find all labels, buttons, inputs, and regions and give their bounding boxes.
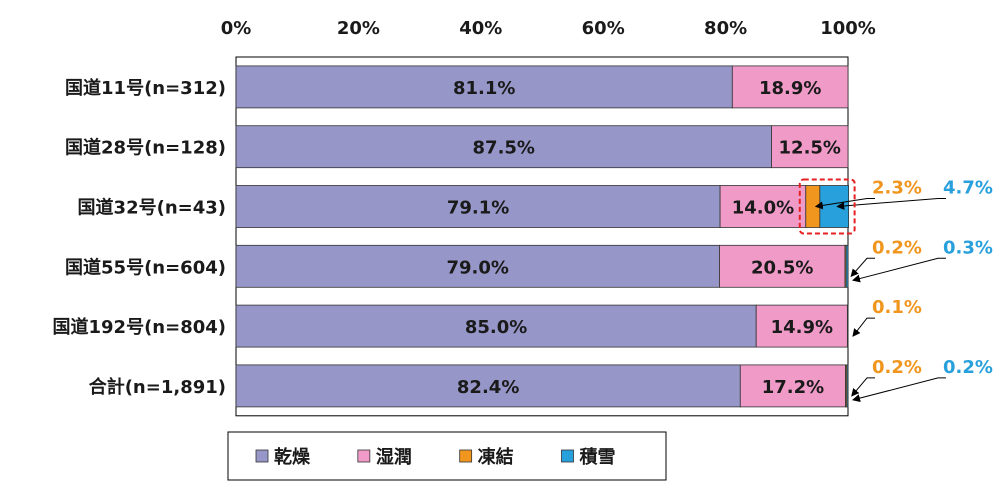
data-label: 81.1% [453,78,515,99]
callout-leader [850,257,875,278]
legend-label: 乾燥 [274,446,311,468]
data-label: 14.9% [771,317,833,338]
callouts: 2.3% 4.7% 0.2% 0.3% 0.1% 0.2% 0.2% [798,178,993,403]
category-label: 国道192号(n=804) [53,316,227,338]
legend-swatch [459,449,473,463]
bar-segment [235,125,772,169]
x-tick-label: 60% [582,18,625,39]
plot-frame [235,56,849,417]
data-label: 85.0% [465,317,527,338]
callout-leader [852,317,875,337]
bar-segment [846,364,849,408]
category-label: 国道11号(n=312) [65,77,226,99]
callout-label-snow: 0.2% [943,357,993,378]
legend-label: 凍結 [478,446,514,468]
callout-leader [852,257,946,283]
callout-label-snow: 4.7% [943,178,993,199]
bar-segment [819,185,850,228]
bar-segment [755,304,848,348]
data-label: 14.0% [732,198,794,219]
legend-label: 積雪 [579,446,616,468]
bar-segment [771,125,849,169]
callout-label-frozen: 2.3% [872,178,922,199]
data-label: 87.5% [473,138,535,159]
legend-label: 湿潤 [376,447,412,468]
bar-segment [719,244,846,288]
legend-swatch [561,449,574,463]
bar-segment [731,65,849,109]
bar-segment [235,185,721,228]
x-tick-label: 100% [820,18,876,39]
callout-leader [836,198,946,210]
data-label: 17.2% [762,377,824,398]
bar-segment [235,244,720,288]
bar-segment [719,185,807,228]
category-label: 国道28号(n=128) [65,137,226,159]
data-label: 79.1% [447,198,509,219]
plot-area: 81.1% 18.9% 87.5% 12.5% 79.1% 14.0% 79.0% 20.5%… [235,56,850,417]
callout-label-frozen: 0.1% [872,297,922,318]
bar-segment [235,65,733,109]
category-label: 国道55号(n=604) [65,256,226,278]
x-tick-label: 0% [221,18,252,39]
data-label: 79.0% [447,257,509,278]
bar-segment [235,364,741,408]
callout-label-snow: 0.3% [943,237,993,258]
category-label: 国道32号(n=43) [78,197,226,219]
bar-segment [846,304,849,348]
callout-label-frozen: 0.2% [872,357,922,378]
data-label: 82.4% [457,377,519,398]
bar-segment [235,304,757,348]
callout-leader [852,377,946,403]
bar-segment [739,364,846,408]
category-labels: 国道11号(n=312) 国道28号(n=128) 国道32号(n=43) 国道55号… [53,77,227,398]
category-label: 合計(n=1,891) [89,376,226,398]
highlight-box [798,178,856,235]
x-tick-label: 40% [459,18,502,39]
callout-leader [851,377,875,397]
callout-leader [814,198,875,210]
legend-swatch [255,449,269,463]
x-tick-label: 20% [337,18,380,39]
x-axis-ticks: 0% 20% 40% 60% 80% 100% [221,18,876,39]
bar-segment [845,244,849,288]
data-label: 18.9% [759,78,821,99]
legend-box [227,431,667,481]
legend-swatch [357,449,371,463]
data-label: 20.5% [751,257,813,278]
x-tick-label: 80% [704,18,747,39]
callout-label-frozen: 0.2% [872,237,922,258]
legend: 乾燥 湿潤 凍結 積雪 [227,431,667,481]
data-label: 12.5% [779,138,841,159]
